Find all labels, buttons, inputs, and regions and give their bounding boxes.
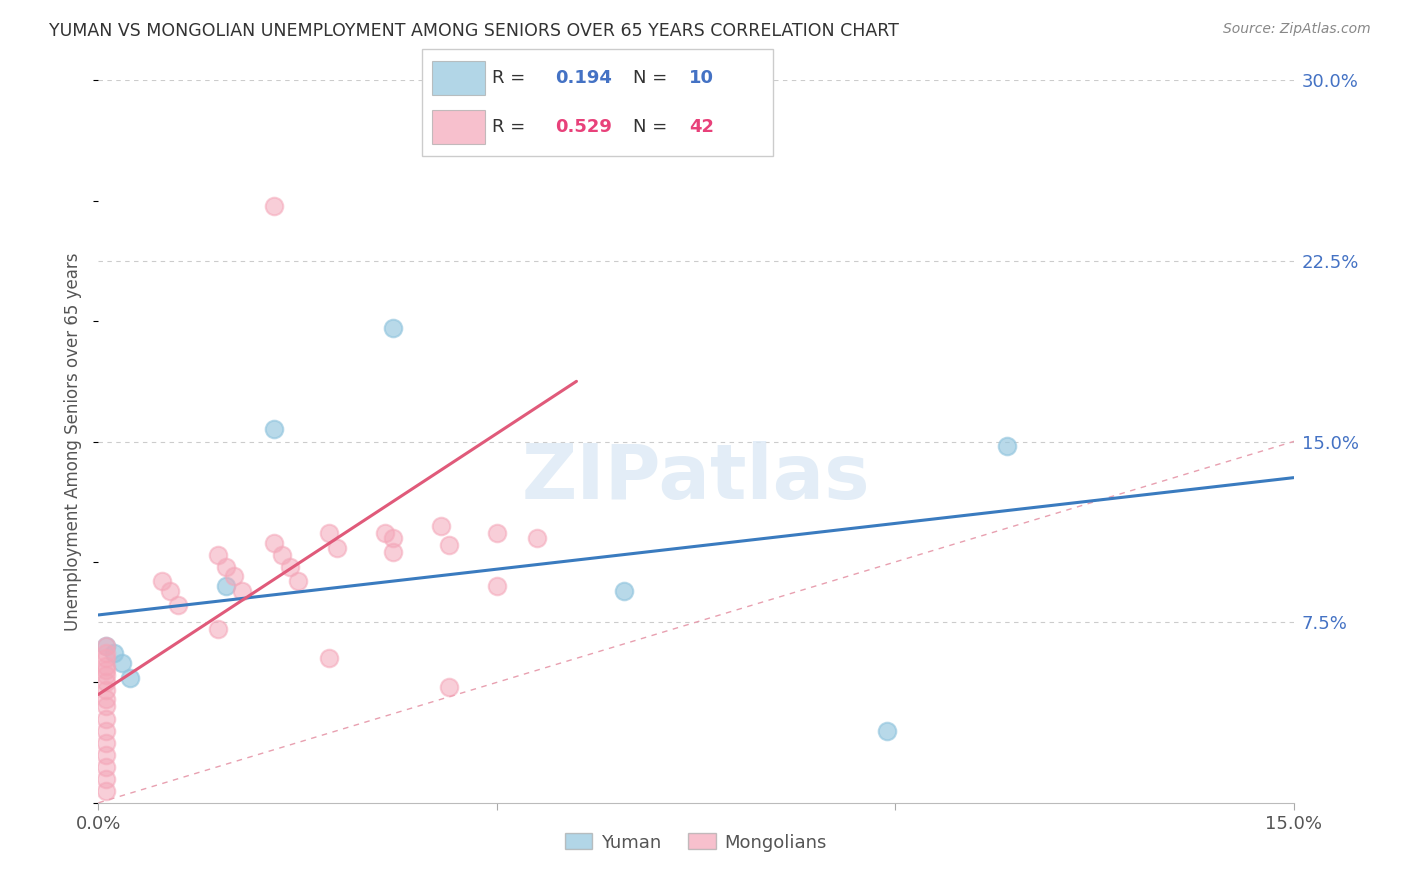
- Text: 0.529: 0.529: [555, 119, 612, 136]
- Point: [270, 548, 292, 562]
- Text: 0.194: 0.194: [555, 69, 612, 87]
- Text: R =: R =: [492, 69, 526, 87]
- Point: [278, 559, 301, 574]
- Point: [263, 535, 285, 549]
- Point: [326, 541, 349, 555]
- Point: [382, 321, 405, 335]
- Point: [96, 675, 118, 690]
- Point: [96, 682, 118, 697]
- Legend: Yuman, Mongolians: Yuman, Mongolians: [558, 826, 834, 859]
- Point: [382, 531, 405, 545]
- Text: N =: N =: [633, 69, 666, 87]
- Point: [374, 526, 396, 541]
- Point: [150, 574, 173, 589]
- Point: [96, 647, 118, 661]
- Point: [111, 656, 134, 670]
- FancyBboxPatch shape: [433, 110, 485, 145]
- Point: [485, 526, 508, 541]
- Point: [96, 699, 118, 714]
- Point: [437, 538, 460, 552]
- Point: [96, 747, 118, 762]
- Point: [526, 531, 548, 545]
- Text: 42: 42: [689, 119, 714, 136]
- Point: [287, 574, 309, 589]
- Point: [96, 692, 118, 706]
- Point: [613, 583, 636, 598]
- Point: [96, 784, 118, 798]
- Point: [159, 583, 181, 598]
- Point: [263, 198, 285, 212]
- Point: [382, 545, 405, 559]
- Point: [215, 559, 238, 574]
- Point: [103, 647, 125, 661]
- Y-axis label: Unemployment Among Seniors over 65 years: Unemployment Among Seniors over 65 years: [65, 252, 83, 631]
- Point: [318, 651, 340, 665]
- Point: [120, 671, 142, 685]
- FancyBboxPatch shape: [433, 61, 485, 95]
- Point: [96, 668, 118, 682]
- Point: [96, 664, 118, 678]
- Point: [207, 548, 229, 562]
- Text: ZIPatlas: ZIPatlas: [522, 441, 870, 515]
- Point: [215, 579, 238, 593]
- FancyBboxPatch shape: [422, 49, 773, 156]
- Point: [263, 422, 285, 436]
- Text: 10: 10: [689, 69, 714, 87]
- Text: N =: N =: [633, 119, 666, 136]
- Point: [96, 639, 118, 653]
- Point: [96, 658, 118, 673]
- Text: YUMAN VS MONGOLIAN UNEMPLOYMENT AMONG SENIORS OVER 65 YEARS CORRELATION CHART: YUMAN VS MONGOLIAN UNEMPLOYMENT AMONG SE…: [49, 22, 898, 40]
- Text: Source: ZipAtlas.com: Source: ZipAtlas.com: [1223, 22, 1371, 37]
- Point: [231, 583, 253, 598]
- Point: [96, 723, 118, 738]
- Point: [222, 569, 245, 583]
- Point: [96, 712, 118, 726]
- Text: R =: R =: [492, 119, 526, 136]
- Point: [96, 639, 118, 653]
- Point: [207, 623, 229, 637]
- Point: [876, 723, 898, 738]
- Point: [96, 735, 118, 749]
- Point: [167, 599, 190, 613]
- Point: [437, 680, 460, 694]
- Point: [96, 651, 118, 665]
- Point: [995, 439, 1018, 453]
- Point: [96, 772, 118, 786]
- Point: [318, 526, 340, 541]
- Point: [96, 760, 118, 774]
- Point: [485, 579, 508, 593]
- Point: [430, 518, 453, 533]
